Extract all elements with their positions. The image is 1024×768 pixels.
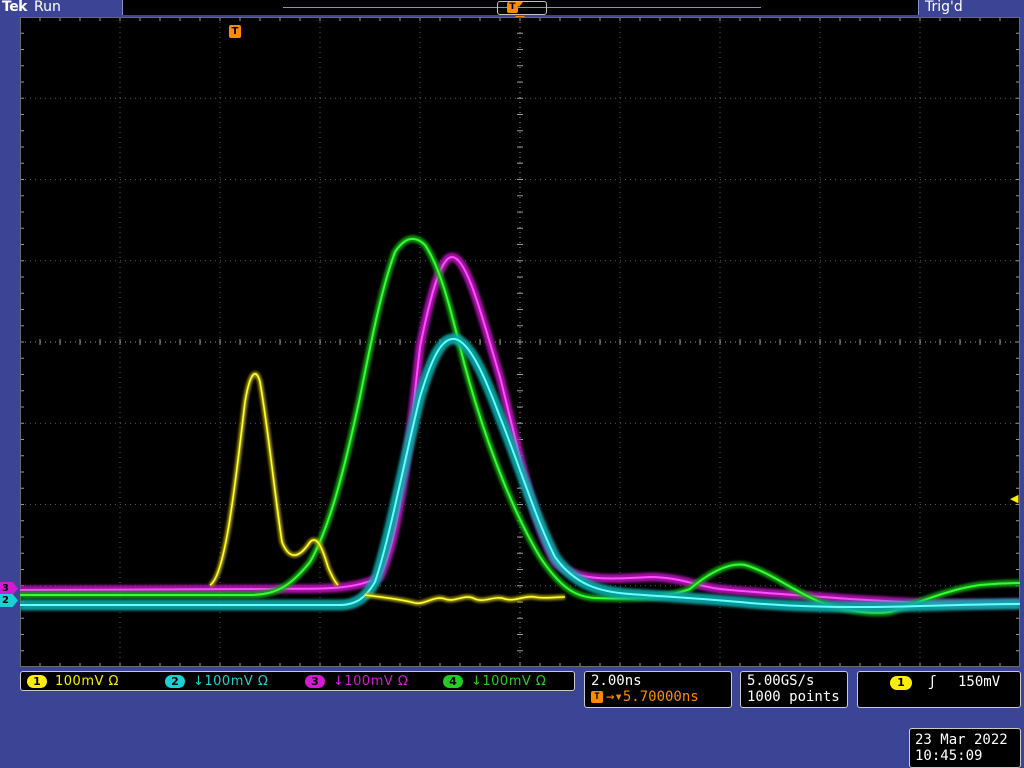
sample-rate: 5.00GS/s — [747, 673, 815, 689]
date: 23 Mar 2022 — [915, 732, 1008, 748]
trigger-state: Trig'd — [925, 0, 963, 15]
trigger-position-icon — [515, 2, 523, 7]
channel-3-badge: 3 — [305, 674, 325, 688]
channel-3-scale: ↓100mV Ω — [333, 673, 409, 689]
brand-logo: Tek — [2, 0, 28, 15]
record-view-bar: T — [122, 0, 919, 15]
waveform-ch3 — [19, 252, 1021, 609]
graticule-svg — [19, 16, 1021, 668]
channel-4-readout[interactable]: 4 ↓100mV Ω — [443, 673, 546, 689]
run-state[interactable]: Run — [34, 0, 61, 15]
trigger-level: 150mV — [958, 674, 1001, 690]
channel-3-readout[interactable]: 3 ↓100mV Ω — [305, 673, 408, 689]
channel-4-badge: 4 — [443, 674, 463, 688]
delay-value: →▾5.70000ns — [606, 689, 699, 705]
channel-1-readout[interactable]: 1 100mV Ω — [27, 673, 119, 689]
channel-4-scale: ↓100mV Ω — [471, 673, 547, 689]
channel-2-scale: ↓100mV Ω — [193, 673, 269, 689]
channel-1-scale: 100mV Ω — [55, 673, 119, 689]
delay-trigger-icon: T — [591, 691, 603, 703]
trigger-time-marker-icon[interactable]: T — [229, 25, 241, 38]
horizontal-scale: 2.00ns — [591, 673, 642, 689]
timebase-readout[interactable]: 2.00ns T →▾5.70000ns — [584, 671, 732, 708]
channel-2-marker[interactable]: 2 — [0, 594, 18, 607]
graticule-grid — [19, 16, 1021, 668]
record-line — [283, 7, 761, 8]
channel-3-marker[interactable]: 3 — [0, 582, 18, 595]
channel-2-badge: 2 — [165, 674, 185, 688]
waveform-display[interactable] — [19, 16, 1021, 668]
trigger-source-badge: 1 — [890, 676, 912, 690]
waveform-ch4 — [20, 235, 1021, 617]
horizontal-delay: T →▾5.70000ns — [591, 689, 699, 705]
channel-1-badge: 1 — [27, 674, 47, 688]
waveform-ch2 — [20, 333, 1021, 613]
trigger-readout[interactable]: 1 ʃ 150mV — [857, 671, 1021, 708]
channel-2-readout[interactable]: 2 ↓100mV Ω — [165, 673, 268, 689]
record-window-bracket — [497, 1, 547, 15]
acquisition-readout[interactable]: 5.00GS/s 1000 points — [740, 671, 848, 708]
record-length: 1000 points — [747, 689, 840, 705]
status-bar: Tek Run T Trig'd — [0, 0, 1024, 16]
waveform-ch1 — [208, 371, 566, 606]
trigger-level-arrow-icon[interactable]: ◀ — [1010, 492, 1019, 505]
channel-readout-bar: 1 100mV Ω 2 ↓100mV Ω 3 ↓100mV Ω 4 ↓100mV… — [20, 671, 575, 691]
record-trigger-icon: T — [507, 2, 518, 13]
time: 10:45:09 — [915, 748, 983, 764]
rising-edge-icon: ʃ — [928, 674, 937, 690]
datetime-readout: 23 Mar 2022 10:45:09 — [909, 728, 1021, 768]
